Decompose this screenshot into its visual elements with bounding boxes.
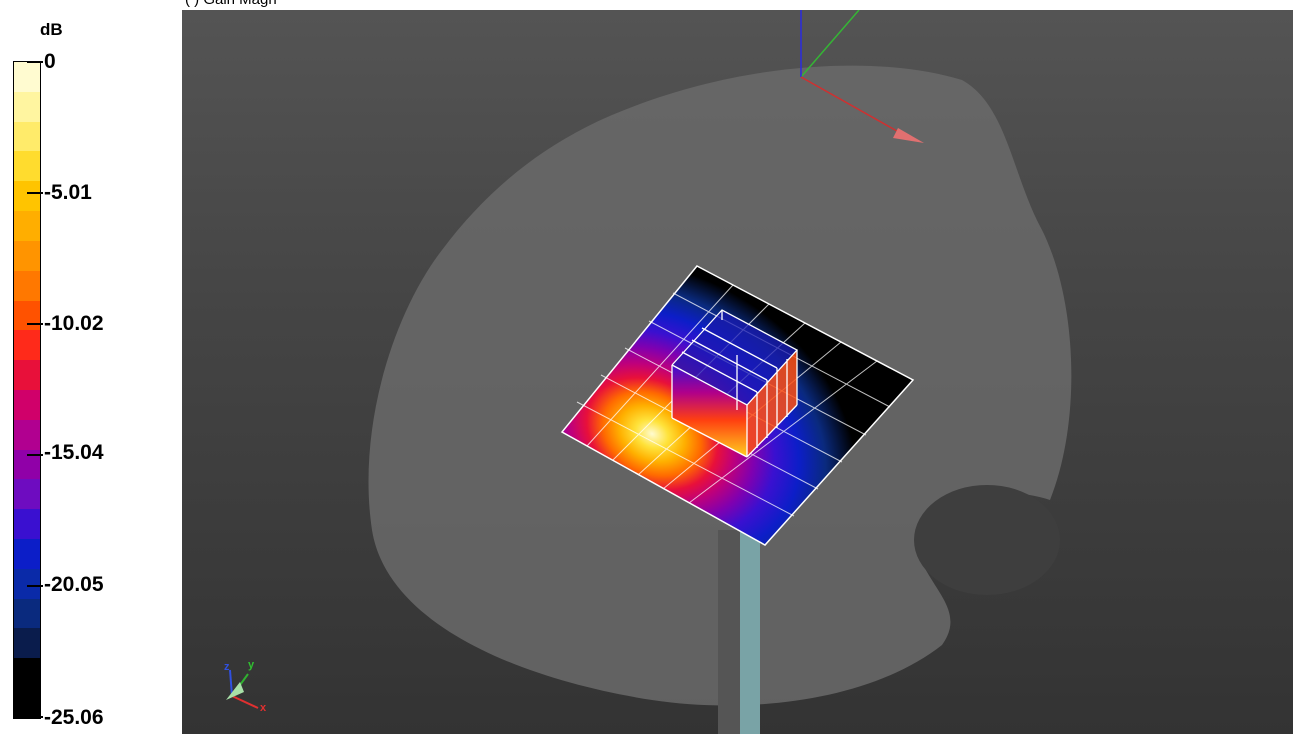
legend-tick	[27, 61, 43, 63]
legend-color-band	[14, 509, 40, 539]
legend-color-band	[14, 181, 40, 212]
legend-color-band	[14, 419, 40, 450]
feed-post-core	[740, 530, 760, 734]
antenna-structure	[671, 309, 799, 458]
color-legend: dB 0 -5.01 -10.02 -15.04 -20.05 -25.06	[0, 0, 180, 734]
legend-color-band	[14, 389, 40, 420]
legend-colorbar	[13, 61, 41, 719]
legend-color-band	[14, 300, 40, 331]
legend-color-band	[14, 270, 40, 301]
legend-color-band	[14, 598, 40, 629]
legend-tick	[27, 454, 43, 456]
legend-tick-label: -20.05	[44, 573, 104, 596]
scene-canvas[interactable]: x y z	[182, 10, 1293, 734]
legend-color-band	[14, 330, 40, 361]
legend-color-band	[14, 121, 40, 152]
global-axes-icon	[800, 10, 924, 143]
legend-color-band	[14, 62, 40, 92]
legend-color-band	[14, 91, 40, 122]
legend-unit-label: dB	[40, 20, 63, 39]
triad-y-label: y	[248, 659, 255, 671]
cutout-circle	[914, 485, 1060, 595]
legend-color-band	[14, 240, 40, 271]
legend-tick-label: -5.01	[44, 181, 92, 204]
legend-tick	[27, 323, 43, 325]
legend-tick	[27, 716, 43, 718]
window-caption: ( ) Gain Magn	[185, 0, 277, 8]
triad-x-label: x	[260, 702, 267, 714]
legend-color-band	[14, 539, 40, 569]
legend-tick-label: -10.02	[44, 312, 104, 335]
legend-tick-label: 0	[44, 50, 56, 73]
legend-color-band	[14, 211, 40, 241]
legend-color-band	[14, 568, 40, 599]
triad-z-label: z	[224, 661, 230, 673]
legend-tick-label: -15.04	[44, 441, 104, 464]
legend-color-band	[14, 151, 40, 182]
legend-tick-label: -25.06	[44, 706, 104, 729]
legend-color-band	[14, 658, 40, 689]
legend-color-band	[14, 479, 40, 510]
legend-tick	[27, 585, 43, 587]
legend-color-band	[14, 360, 40, 390]
legend-color-band	[14, 628, 40, 659]
3d-viewport[interactable]: x y z	[182, 10, 1293, 734]
mini-axes-triad-icon: x y z	[224, 659, 267, 714]
legend-tick	[27, 192, 43, 194]
legend-color-band	[14, 688, 40, 718]
